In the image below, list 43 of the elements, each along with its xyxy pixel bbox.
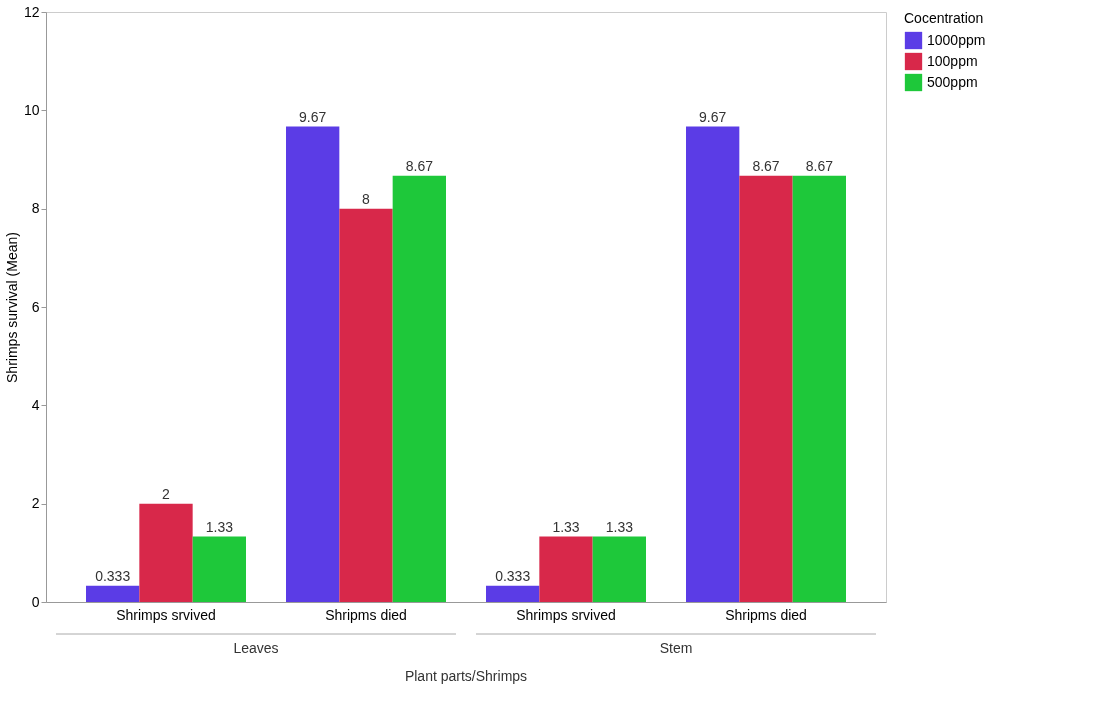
data-label: 8.67 — [752, 157, 780, 174]
bar — [286, 126, 340, 602]
y-tick-label: 10 — [23, 101, 40, 118]
bar — [539, 536, 593, 602]
text: Leaves — [233, 640, 279, 656]
x-tick-label: Shrimps srvived — [516, 606, 616, 623]
bar — [739, 175, 793, 602]
legend-label: 500ppm — [927, 73, 978, 90]
bar — [486, 585, 540, 602]
data-label: 8.67 — [805, 157, 834, 174]
data-label: 9.67 — [299, 108, 327, 125]
bar — [139, 503, 193, 602]
legend-label: 1000ppm — [927, 31, 986, 48]
data-label: 1.33 — [205, 518, 234, 535]
y-tick-label: 6 — [31, 298, 40, 315]
bar — [592, 536, 646, 602]
data-label: 1.33 — [552, 518, 580, 535]
text: Stem — [659, 640, 693, 656]
y-tick-label: 12 — [23, 3, 40, 20]
bar — [192, 536, 246, 602]
x-tick-label: Shrimps srvived — [116, 606, 216, 623]
y-tick-label: 0 — [31, 593, 40, 610]
bar — [392, 175, 446, 602]
data-label: 1.33 — [605, 518, 634, 535]
legend-title: Cocentration — [904, 10, 984, 26]
data-label: 2 — [162, 485, 171, 502]
bar — [86, 585, 140, 602]
data-label: 0.333 — [95, 567, 131, 584]
bar — [686, 126, 740, 602]
y-tick-label: 8 — [31, 200, 40, 217]
y-tick-label: 4 — [31, 396, 40, 413]
x-axis-title: Plant parts/Shrimps — [404, 668, 528, 684]
data-label: 8.67 — [405, 157, 434, 174]
bar — [792, 175, 846, 602]
bar — [339, 208, 393, 602]
y-axis-title: Shrimps survival (Mean) — [3, 232, 20, 383]
data-label: 8 — [362, 190, 371, 207]
y-tick-label: 2 — [31, 495, 40, 512]
data-label: 0.333 — [495, 567, 531, 584]
x-tick-label: Shripms died — [325, 606, 407, 623]
x-tick-label: Shripms died — [725, 606, 807, 623]
legend-label: 100ppm — [927, 52, 978, 69]
data-label: 9.67 — [699, 108, 727, 125]
